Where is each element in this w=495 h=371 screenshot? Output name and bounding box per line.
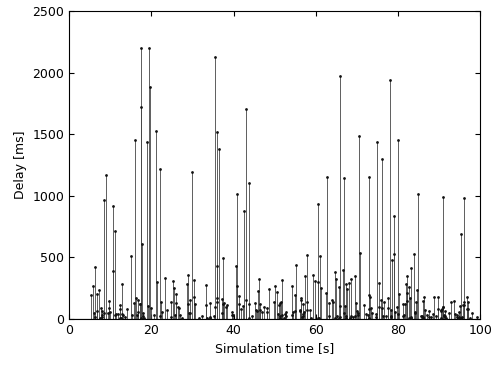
Y-axis label: Delay [ms]: Delay [ms] [14, 131, 27, 199]
X-axis label: Simulation time [s]: Simulation time [s] [215, 342, 334, 355]
